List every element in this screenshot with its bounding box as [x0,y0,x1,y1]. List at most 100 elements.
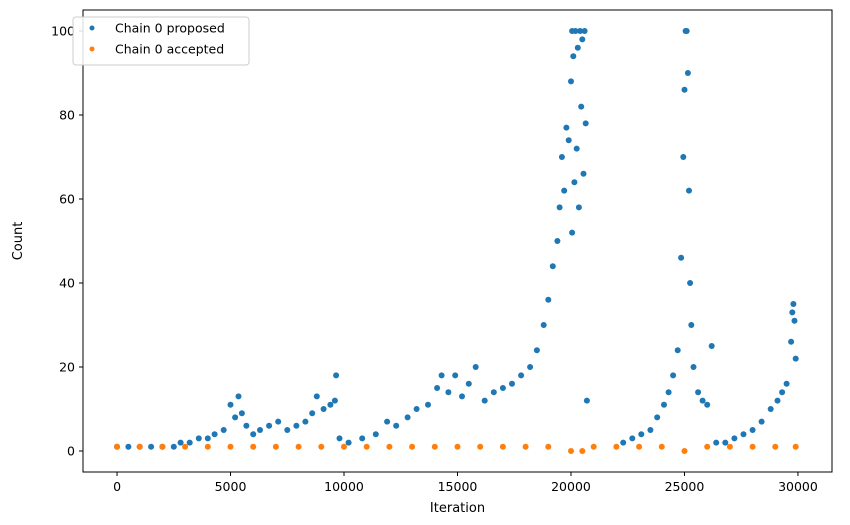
proposed-point [790,301,797,307]
proposed-point [687,280,694,286]
proposed-point [758,418,765,425]
proposed-point [232,414,239,421]
proposed-point [148,443,155,450]
proposed-point [309,410,316,417]
proposed-point [578,103,585,110]
accepted-point [658,443,665,450]
proposed-point [227,401,234,408]
proposed-point [788,338,795,345]
proposed-point [372,431,379,438]
accepted-point [792,443,799,450]
proposed-point [204,435,211,442]
accepted-point [681,448,688,454]
accepted-point [341,443,347,450]
accepted-point [363,443,370,450]
proposed-point [661,401,667,408]
proposed-point [670,372,677,379]
proposed-point [577,28,584,34]
accepted-point [522,443,529,450]
proposed-point [533,347,540,354]
proposed-point [220,427,227,433]
accepted-point [386,443,393,450]
proposed-point [554,238,561,244]
proposed-point [284,427,291,433]
accepted-point [454,443,461,450]
proposed-point [695,389,702,396]
proposed-point [472,364,479,370]
legend-marker-accepted [89,46,95,52]
proposed-point [235,393,242,400]
proposed-point [211,431,218,438]
proposed-point [581,28,588,34]
proposed-point [438,372,445,379]
proposed-point [569,229,576,236]
y-tick-label: 60 [59,192,75,207]
proposed-point [722,439,729,446]
proposed-point [445,389,452,396]
accepted-point [499,443,506,450]
proposed-point [575,204,582,211]
proposed-point [434,385,441,391]
legend-label-accepted: Chain 0 accepted [115,42,224,57]
proposed-point [545,296,552,303]
proposed-point [331,397,338,404]
proposed-point [699,397,706,404]
proposed-point [549,263,556,270]
accepted-point [772,443,779,450]
accepted-point [204,443,211,450]
proposed-point [582,120,589,127]
proposed-point [674,347,681,354]
x-tick-label: 30000 [778,479,818,494]
proposed-point [731,435,738,442]
legend-label-proposed: Chain 0 proposed [115,21,225,36]
y-tick-label: 40 [59,276,75,291]
proposed-point [774,397,781,404]
proposed-point [320,406,327,412]
proposed-point [490,389,497,396]
y-axis-label: Count [11,222,26,261]
proposed-point [563,124,570,131]
proposed-point [275,418,282,425]
proposed-point [345,439,352,446]
accepted-point [318,443,325,450]
y-tick-label: 0 [67,444,75,459]
accepted-point [159,443,166,450]
proposed-point [266,422,273,429]
proposed-point [571,179,578,186]
proposed-point [509,380,515,387]
proposed-point [708,343,715,349]
proposed-point [481,397,488,404]
proposed-point [629,435,636,442]
proposed-point [678,254,685,261]
accepted-point [636,443,643,450]
accepted-point [590,443,597,450]
legend-box [72,16,250,66]
accepted-point [227,443,234,450]
proposed-point [238,410,245,417]
proposed-point [684,70,691,76]
accepted-point [726,443,733,450]
proposed-point [170,443,177,450]
accepted-point [477,443,484,450]
proposed-point [686,187,692,194]
proposed-point [250,431,257,438]
proposed-point [336,435,343,442]
accepted-point [409,443,416,450]
x-tick-label: 0 [113,479,121,494]
proposed-point [681,86,688,93]
proposed-point [556,204,563,211]
accepted-point [749,443,756,450]
proposed-point [518,372,525,379]
proposed-point [568,78,574,85]
proposed-point [638,431,645,438]
proposed-point [125,443,132,450]
proposed-point [413,406,420,412]
proposed-point [572,28,579,34]
proposed-point [186,439,193,446]
proposed-point [783,380,790,387]
accepted-point [182,443,189,450]
x-tick-label: 15000 [438,479,478,494]
accepted-point [431,443,438,450]
proposed-point [425,401,431,408]
